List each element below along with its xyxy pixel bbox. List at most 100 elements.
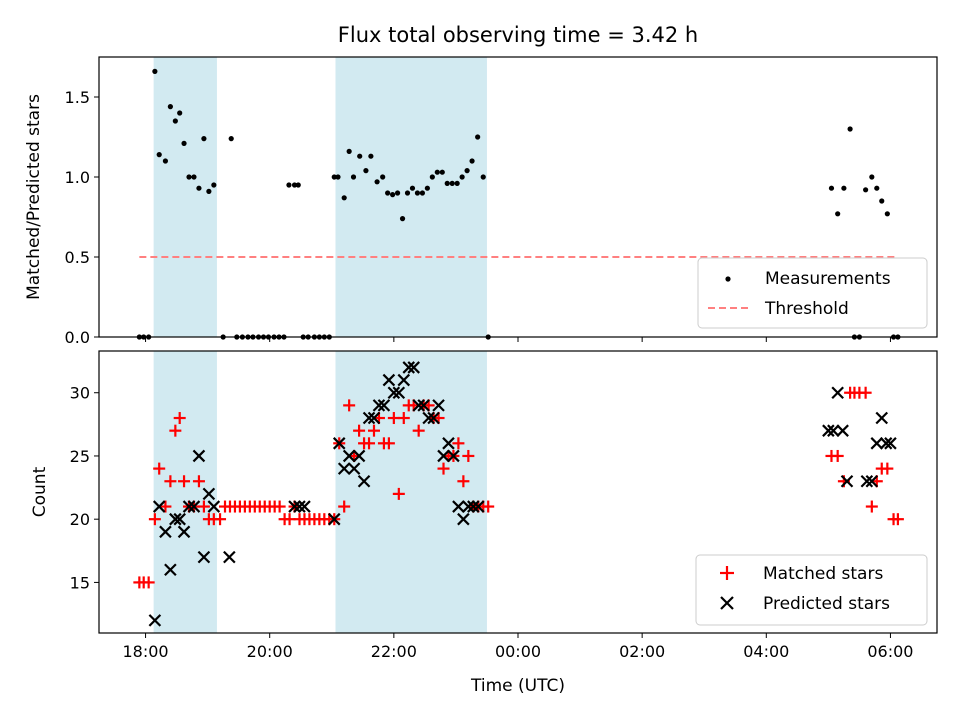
y-tick-label: 25 [70, 447, 90, 466]
predicted-star-point [462, 500, 475, 513]
y-tick-label: 1.0 [65, 168, 90, 187]
predicted-star-point [412, 399, 425, 412]
measurement-point [459, 174, 465, 180]
measurement-point [394, 190, 401, 196]
predicted-star-point [831, 386, 844, 400]
measurement-point [186, 174, 192, 180]
measurement-point [191, 174, 197, 180]
measurement-point [172, 118, 178, 124]
measurement-point [863, 187, 869, 193]
predicted-star-point [342, 449, 356, 463]
predicted-star-point [288, 500, 301, 513]
predicted-star-point [471, 500, 485, 513]
measurement-point [363, 168, 369, 174]
ratio-panel: 0.0 0.5 1.0 1.5 Matched/Predicted stars Mea… [24, 56, 938, 347]
measurement-point [177, 110, 183, 116]
measurement-point [429, 174, 435, 180]
x-tick-label: 20:00 [247, 642, 293, 661]
predicted-star-point [164, 563, 177, 577]
predicted-star-point [442, 437, 455, 450]
predicted-star-point [159, 525, 172, 539]
predicted-star-point [870, 437, 884, 450]
measurement-point [835, 211, 841, 217]
shaded-interval-1 [335, 351, 487, 633]
predicted-star-point [387, 386, 401, 400]
measurement-point [414, 190, 421, 196]
ratio-legend: Measurements Threshold [697, 257, 928, 329]
measurement-point [152, 68, 158, 74]
measurement-point [211, 182, 217, 188]
measurement-point [884, 211, 890, 217]
measurement-point [368, 153, 374, 159]
predicted-star-point [397, 373, 411, 387]
measurement-point [167, 104, 173, 110]
measurement-point [404, 190, 411, 196]
measurement-point [399, 216, 406, 222]
matched-star-point [397, 412, 410, 425]
y-tick-label: 30 [70, 384, 90, 403]
predicted-star-point [840, 474, 854, 488]
predicted-star-point [884, 437, 897, 450]
measurement-point [181, 140, 187, 146]
measurement-point [196, 185, 202, 191]
chart-title: Flux total observing time = 3.42 h [338, 23, 698, 47]
matched-star-point [382, 437, 395, 450]
measurement-point [409, 185, 416, 191]
predicted-star-point [407, 361, 420, 374]
matched-star-point [273, 500, 286, 513]
count-legend-box [695, 554, 928, 626]
predicted-star-point [352, 449, 366, 463]
y-tick-label: 0.0 [65, 328, 90, 347]
measurement-point [480, 174, 486, 180]
measurement-point [156, 152, 162, 158]
x-tick-label: 00:00 [495, 642, 541, 661]
shaded-interval-0 [153, 57, 217, 337]
matched-star-point [363, 437, 376, 450]
measurement-point [464, 168, 470, 174]
predicted-star-point [827, 424, 840, 437]
matched-star-point [482, 500, 495, 513]
predicted-star-point [347, 462, 361, 475]
predicted-star-point [382, 373, 396, 387]
matched-star-point [338, 500, 351, 513]
x-tick-label: 22:00 [371, 642, 417, 661]
count-legend: Matched stars Predicted stars [695, 554, 928, 626]
count-series [133, 361, 904, 627]
legend-predicted-label: Predicted stars [763, 594, 890, 614]
matched-star-point [169, 424, 182, 437]
matched-star-point [452, 437, 465, 450]
measurement-point [847, 126, 853, 132]
predicted-star-point [197, 550, 211, 564]
ratio-ticks: 0.0 0.5 1.0 1.5 [65, 88, 891, 347]
measurement-point [228, 136, 234, 142]
y-tick-label: 20 [70, 510, 90, 529]
predicted-star-point [223, 550, 236, 564]
matched-star-point [353, 424, 366, 437]
predicted-star-point [169, 512, 182, 526]
predicted-star-point [372, 399, 386, 412]
predicted-star-point [865, 474, 879, 488]
predicted-star-point [822, 424, 835, 437]
predicted-star-point [148, 614, 162, 627]
predicted-star-point [427, 411, 440, 425]
matched-star-point [192, 475, 205, 488]
matched-star-point [148, 513, 161, 526]
measurement-point [350, 174, 357, 180]
predicted-star-point [432, 399, 445, 412]
predicted-star-point [207, 500, 221, 513]
measurement-point [291, 182, 298, 188]
predicted-star-point [392, 386, 406, 400]
matched-star-point [891, 513, 904, 526]
ratio-y-axis-label: Matched/Predicted stars [24, 94, 44, 300]
predicted-star-point [293, 500, 306, 513]
predicted-star-point [402, 361, 416, 374]
measurement-point [879, 198, 885, 204]
legend-matched-label: Matched stars [763, 564, 883, 584]
measurement-point [434, 169, 440, 175]
measurement-point [469, 158, 475, 164]
predicted-star-point [202, 487, 216, 501]
measurement-point [424, 185, 430, 191]
measurement-point [201, 136, 207, 142]
predicted-star-point [332, 437, 346, 450]
